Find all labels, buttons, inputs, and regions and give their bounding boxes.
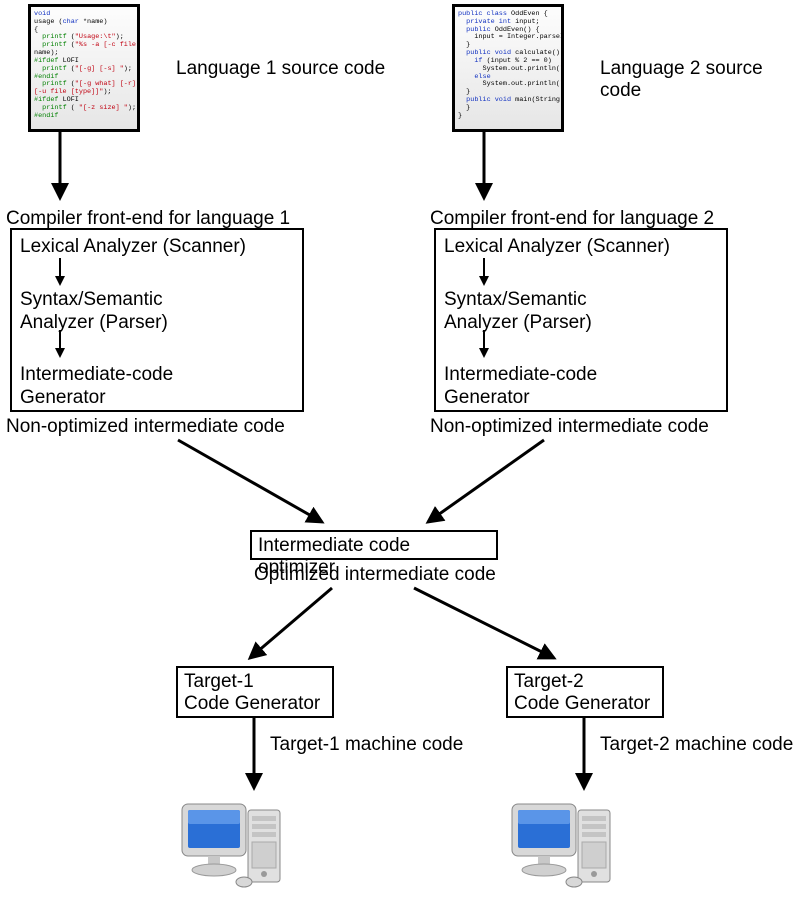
arrows-layer (0, 0, 800, 904)
compiler-flowchart: void usage (char *name) { printf ("Usage… (0, 0, 800, 904)
